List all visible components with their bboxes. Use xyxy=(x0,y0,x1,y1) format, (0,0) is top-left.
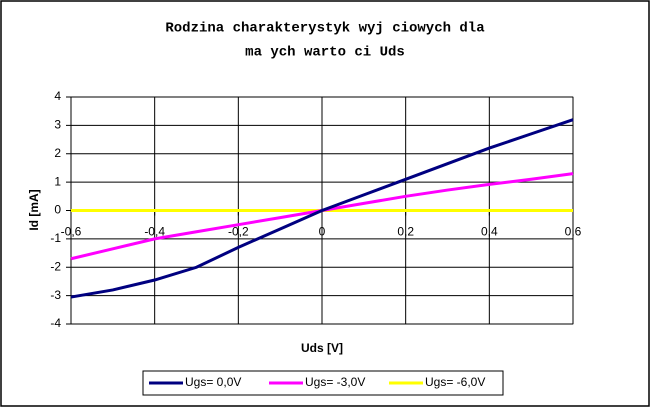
legend-label: Ugs= -3,0V xyxy=(305,375,365,389)
y-tick-label: 2 xyxy=(54,146,61,160)
y-tick-label: -3 xyxy=(50,288,61,302)
y-tick-label: -4 xyxy=(50,316,61,330)
y-tick-label: -2 xyxy=(50,259,61,273)
legend xyxy=(142,370,504,396)
x-tick-label: -0,2 xyxy=(228,225,249,239)
legend-label: Ugs= 0,0V xyxy=(185,375,241,389)
x-tick-label: 0 xyxy=(319,225,326,239)
chart-title: Rodzina charakterystyk wyj ciowych dla xyxy=(165,21,485,37)
x-tick-label: 0,4 xyxy=(481,225,498,239)
y-tick-label: -1 xyxy=(50,231,61,245)
series-line xyxy=(70,118,574,299)
x-axis-label: Uds [V] xyxy=(301,341,343,355)
x-tick-label: 0,2 xyxy=(397,225,414,239)
y-tick-label: 0 xyxy=(54,203,61,217)
x-tick-label: -0,4 xyxy=(144,225,165,239)
y-tick-label: 4 xyxy=(54,89,61,103)
x-tick-label: 0,6 xyxy=(565,225,582,239)
chart-title: ma ych warto ci Uds xyxy=(245,45,405,61)
y-axis-label: Id [mA] xyxy=(27,189,41,230)
legend-label: Ugs= -6,0V xyxy=(425,375,485,389)
y-tick-label: 1 xyxy=(54,174,61,188)
y-tick-label: 3 xyxy=(54,118,61,132)
